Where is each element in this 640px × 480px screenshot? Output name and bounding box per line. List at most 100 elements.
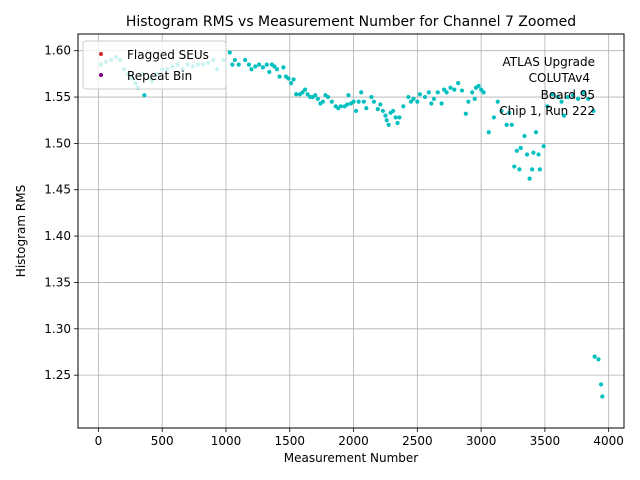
data-point (329, 99, 334, 104)
data-point (509, 122, 514, 127)
data-point (504, 122, 509, 127)
y-tick-label: 1.50 (44, 136, 71, 150)
data-point (518, 145, 523, 151)
data-point (476, 83, 481, 89)
data-point (459, 88, 465, 93)
legend-box (82, 40, 227, 90)
data-point (246, 62, 252, 67)
x-tick-label: 2000 (338, 434, 369, 448)
data-point (371, 99, 377, 104)
data-point (305, 92, 310, 97)
y-tick-label: 1.30 (44, 322, 71, 336)
data-point (384, 118, 389, 123)
data-point (393, 115, 398, 120)
data-point (452, 87, 457, 92)
data-point (395, 120, 400, 126)
data-point (264, 62, 269, 67)
data-point (383, 113, 388, 118)
data-point (142, 93, 147, 98)
data-point (479, 87, 484, 92)
x-tick-label: 500 (151, 434, 174, 448)
y-tick-label: 1.45 (44, 183, 71, 197)
data-point (466, 99, 471, 104)
data-point (592, 354, 597, 359)
data-point (338, 104, 343, 109)
legend-label-flagged-seus: Flagged SEUs (127, 48, 209, 62)
legend: Flagged SEUs Repeat Bin (82, 40, 227, 90)
data-point (364, 106, 369, 111)
data-point (315, 96, 320, 101)
x-axis-ticks: 0 500 1000 1500 2000 2500 3000 3500 4000 (95, 428, 624, 448)
data-point (422, 94, 428, 100)
legend-marker-repeat-bin (99, 73, 103, 77)
data-point (415, 99, 420, 104)
data-point (406, 94, 411, 100)
data-point (555, 94, 560, 100)
data-point (390, 108, 396, 114)
data-point (541, 144, 546, 149)
data-point (291, 77, 296, 82)
data-point (300, 90, 305, 95)
data-point (486, 130, 491, 135)
data-point (561, 113, 567, 118)
data-point (596, 357, 601, 362)
data-point (227, 50, 232, 55)
data-point (550, 92, 555, 97)
x-tick-label: 3000 (466, 434, 497, 448)
legend-label-repeat-bin: Repeat Bin (127, 69, 192, 83)
data-point (380, 108, 385, 114)
data-point (320, 99, 326, 104)
x-tick-label: 3500 (530, 434, 561, 448)
data-point (429, 101, 434, 106)
data-point (545, 104, 550, 109)
y-tick-label: 1.60 (44, 44, 71, 58)
data-point (481, 90, 486, 95)
y-tick-label: 1.40 (44, 229, 71, 243)
y-axis-ticks: 1.25 1.30 1.35 1.40 1.45 1.50 1.55 1.60 (44, 44, 78, 382)
data-point (325, 94, 331, 100)
y-tick-label: 1.55 (44, 90, 71, 104)
data-point (230, 62, 235, 67)
grid (78, 34, 624, 428)
data-point (375, 106, 380, 112)
data-point (361, 99, 366, 104)
data-point (537, 167, 542, 172)
data-point (598, 382, 604, 387)
data-point (444, 90, 449, 95)
annotation-line: ATLAS Upgrade (502, 55, 595, 69)
data-point (232, 57, 238, 63)
data-point (463, 111, 468, 116)
x-axis-label: Measurement Number (284, 451, 418, 465)
data-point (346, 93, 351, 98)
annotation-line: Board 95 (541, 88, 595, 102)
data-point (470, 90, 475, 95)
x-tick-label: 0 (95, 434, 103, 448)
data-point (354, 108, 359, 114)
data-point (581, 90, 586, 95)
data-point (356, 99, 361, 104)
data-point (536, 152, 541, 157)
data-point (243, 57, 248, 63)
annotation: ATLAS Upgrade COLUTAv4 Board 95 Chip 1, … (499, 55, 595, 118)
data-point (345, 102, 350, 107)
data-point (512, 164, 517, 169)
data-point (575, 96, 581, 101)
data-point (274, 67, 280, 72)
data-point (401, 104, 406, 109)
data-point (559, 99, 564, 104)
data-point (302, 87, 308, 92)
data-point (386, 122, 391, 127)
data-point (359, 90, 364, 95)
data-point (277, 74, 282, 79)
data-point (417, 92, 422, 97)
data-point (586, 96, 591, 101)
data-point (378, 102, 383, 107)
data-point (472, 96, 477, 101)
annotation-line: Chip 1, Run 222 (499, 104, 595, 118)
data-point (491, 115, 496, 120)
x-tick-label: 1000 (211, 434, 242, 448)
data-point (260, 65, 266, 70)
data-point (431, 96, 437, 101)
data-point (522, 133, 527, 139)
